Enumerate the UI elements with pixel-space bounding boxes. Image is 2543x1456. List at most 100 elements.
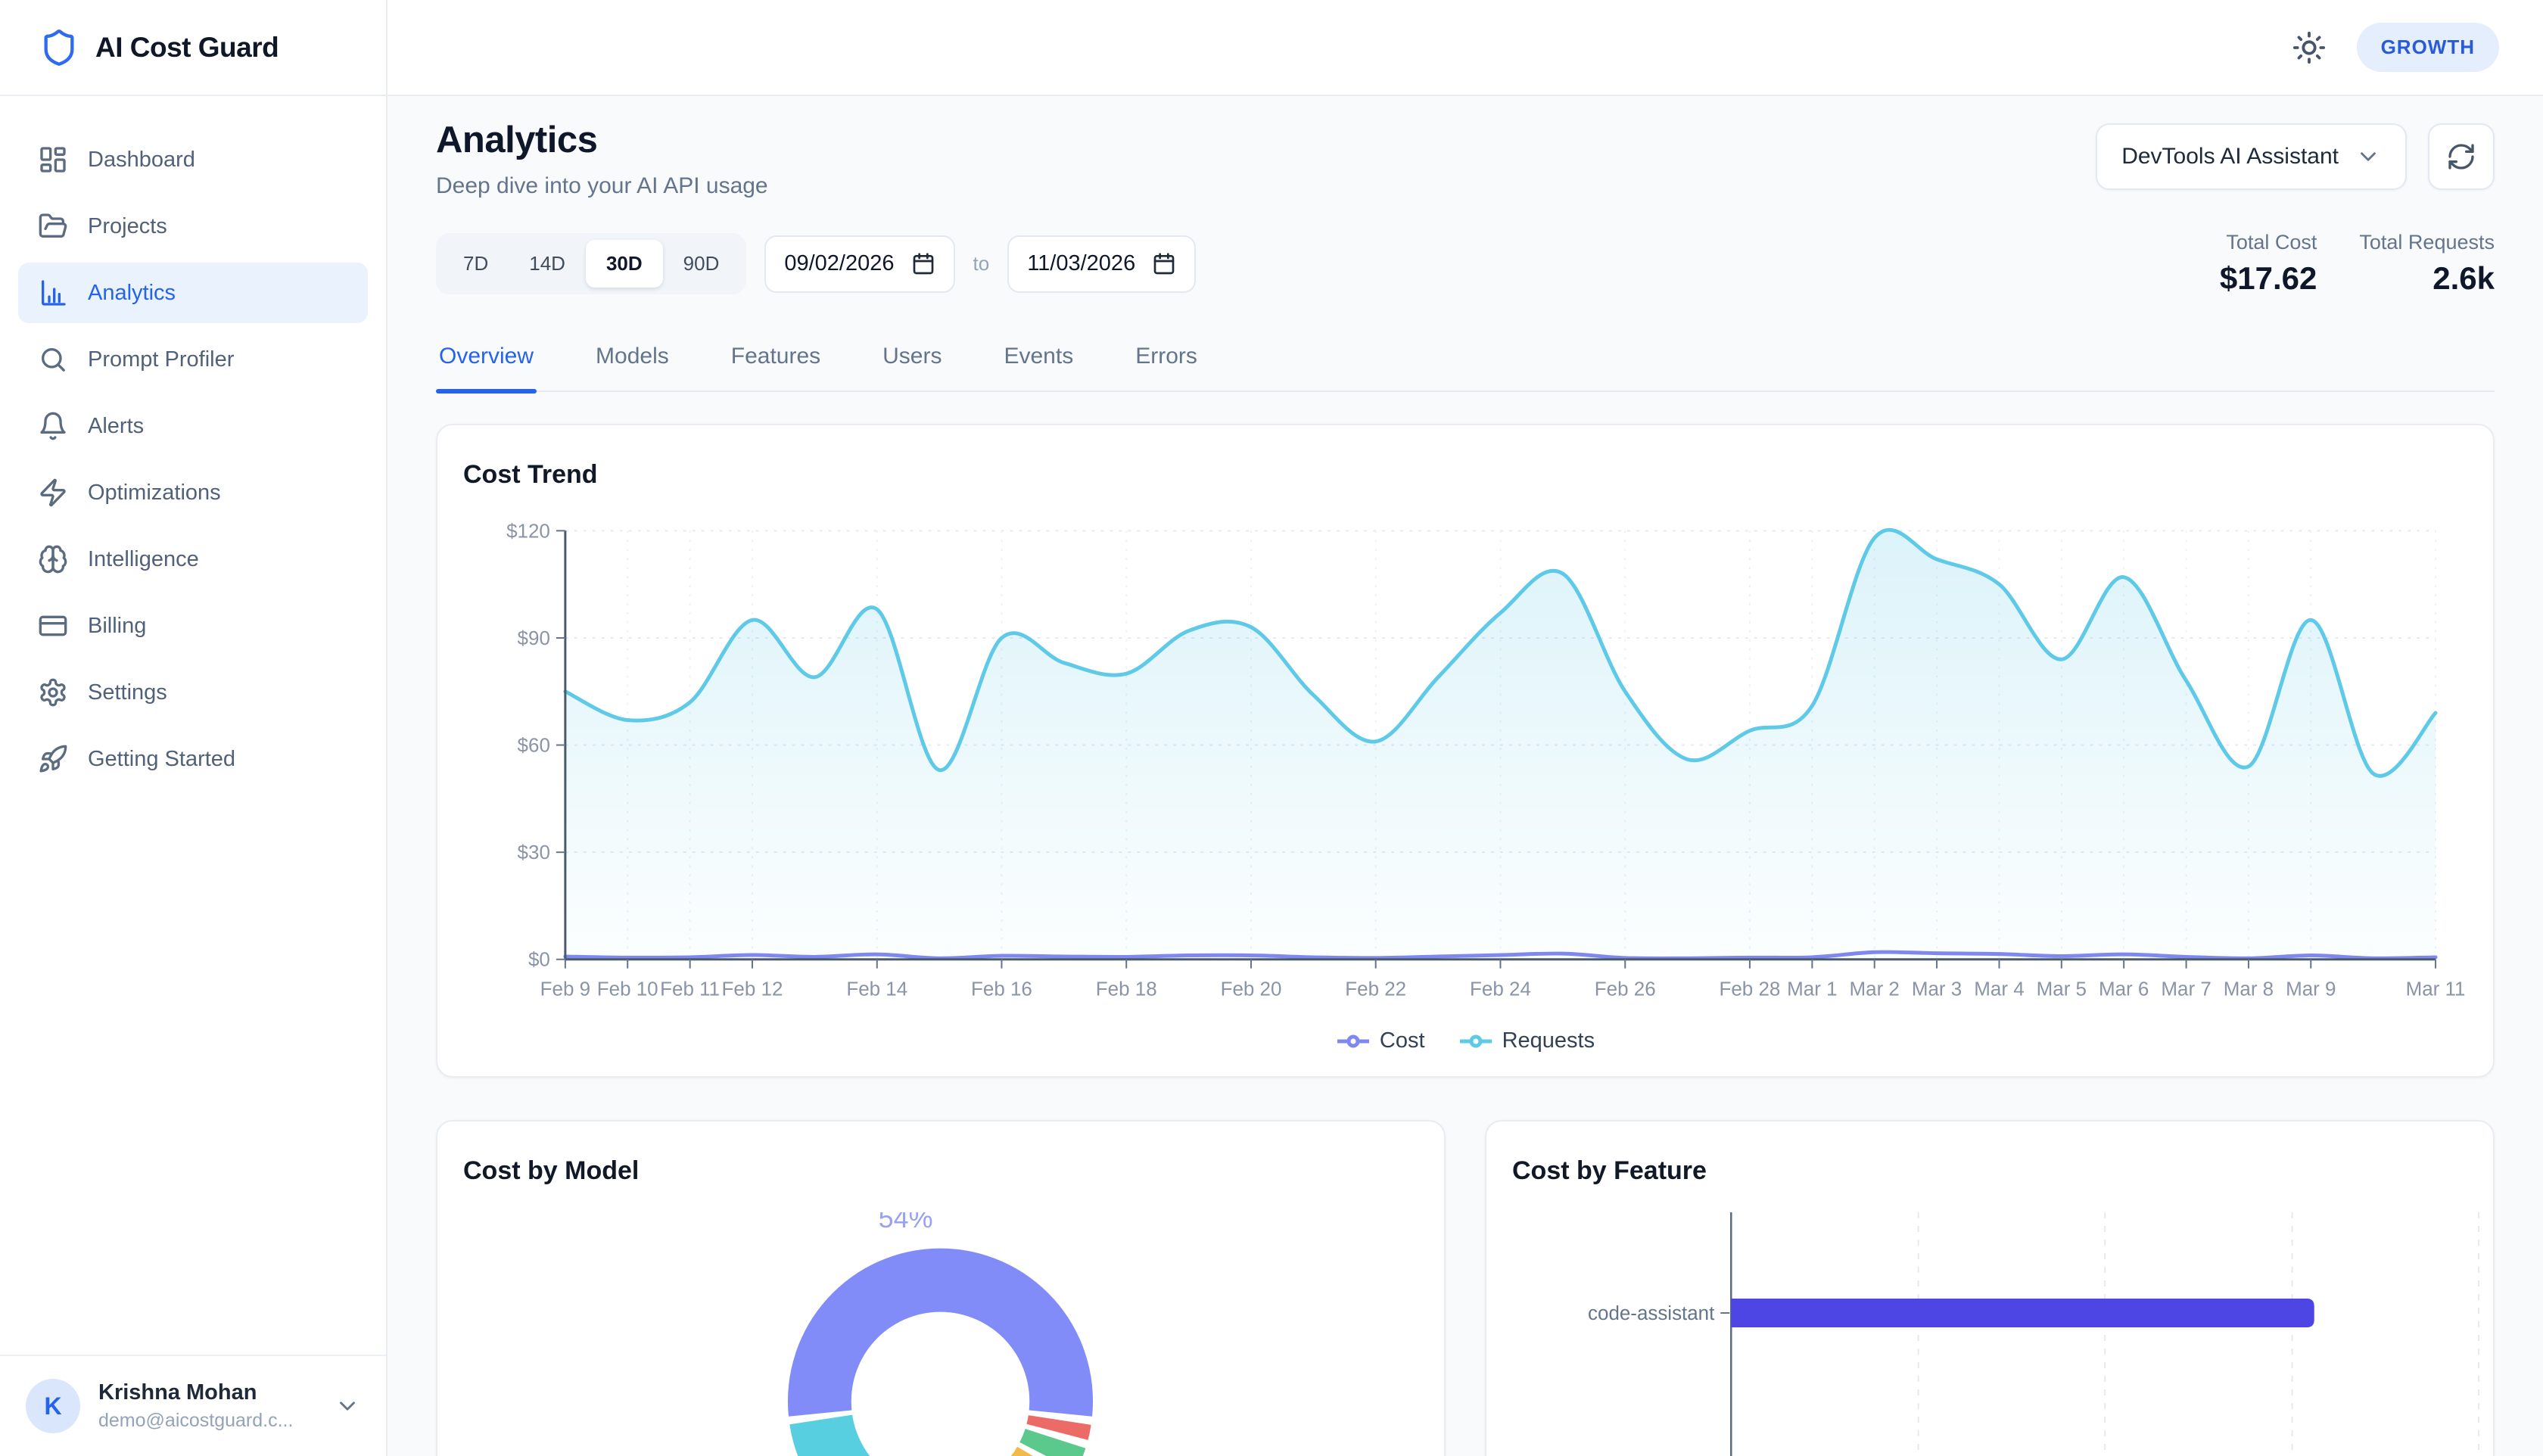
sidebar-item-settings[interactable]: Settings [18,662,368,723]
sidebar: Dashboard Projects Analytics Prompt Prof… [0,96,388,1456]
svg-text:Feb 16: Feb 16 [971,979,1032,1000]
page-title: Analytics [436,119,768,161]
svg-text:Feb 24: Feb 24 [1470,979,1531,1000]
feature-bar [1731,1299,2314,1327]
chevron-down-icon [335,1393,360,1419]
gear-icon [38,677,68,708]
svg-text:Mar 9: Mar 9 [2286,979,2336,1000]
cost-trend-card: Cost Trend $0$30$60$90$120Feb 9Feb 10Feb… [436,424,2495,1078]
svg-text:Feb 26: Feb 26 [1595,979,1656,1000]
sidebar-item-billing[interactable]: Billing [18,596,368,656]
refresh-icon [2446,142,2476,172]
brand-name: AI Cost Guard [95,32,279,64]
svg-text:Mar 2: Mar 2 [1850,979,1900,1000]
topbar-actions: GROWTH [388,0,2543,95]
svg-text:Mar 1: Mar 1 [1787,979,1837,1000]
range-7d-button[interactable]: 7D [443,240,509,288]
tab-events[interactable]: Events [1001,344,1076,390]
shield-logo-icon [39,28,79,67]
user-menu[interactable]: K Krishna Mohan demo@aicostguard.c... [0,1355,386,1456]
svg-text:Feb 14: Feb 14 [846,979,907,1000]
cost-trend-legend: Cost Requests [437,1028,2493,1053]
tab-models[interactable]: Models [593,344,672,390]
svg-text:Feb 28: Feb 28 [1719,979,1780,1000]
range-14d-button[interactable]: 14D [509,240,586,288]
svg-text:$90: $90 [518,628,550,649]
svg-text:Mar 3: Mar 3 [1912,979,1962,1000]
svg-text:Mar 6: Mar 6 [2099,979,2149,1000]
total-requests-value: 2.6k [2359,260,2495,297]
brain-icon [38,544,68,574]
sidebar-item-analytics[interactable]: Analytics [18,263,368,323]
dashboard-grid-icon [38,145,68,175]
donut-slices [788,1249,1093,1456]
svg-text:Feb 11: Feb 11 [660,979,720,1000]
search-icon [38,344,68,375]
sun-icon [2292,30,2327,65]
sidebar-item-prompt-profiler[interactable]: Prompt Profiler [18,329,368,390]
credit-card-icon [38,611,68,641]
rocket-icon [38,744,68,774]
project-selector[interactable]: DevTools AI Assistant [2096,123,2407,190]
sidebar-item-dashboard[interactable]: Dashboard [18,129,368,190]
tab-users[interactable]: Users [879,344,945,390]
legend-item-requests: Requests [1458,1028,1595,1053]
feature-category-label: code-assistant [1588,1302,1715,1324]
cost-by-feature-chart: code-assistant [1486,1212,2493,1456]
cost-by-feature-title: Cost by Feature [1486,1122,2493,1186]
topbar: AI Cost Guard GROWTH [0,0,2543,96]
user-email: demo@aicostguard.c... [98,1410,293,1432]
svg-text:Mar 8: Mar 8 [2224,979,2274,1000]
tab-features[interactable]: Features [728,344,823,390]
folder-icon [38,211,68,241]
calendar-icon[interactable] [911,252,935,276]
cost-by-model-title: Cost by Model [437,1122,1444,1186]
chevron-down-icon [2355,144,2381,170]
range-90d-button[interactable]: 90D [663,240,740,288]
total-requests-label: Total Requests [2359,231,2495,254]
donut-slice-label: 54% [879,1212,933,1234]
cost-trend-chart: $0$30$60$90$120Feb 9Feb 10Feb 11Feb 12Fe… [437,425,2493,1076]
svg-text:Feb 12: Feb 12 [722,979,783,1000]
user-name: Krishna Mohan [98,1380,293,1405]
legend-item-cost: Cost [1336,1028,1425,1053]
svg-text:Mar 4: Mar 4 [1974,979,2024,1000]
sidebar-item-getting-started[interactable]: Getting Started [18,729,368,789]
cost-by-model-card: Cost by Model 54% [436,1120,1446,1456]
date-range-to-label: to [973,252,990,275]
range-selector: 7D 14D 30D 90D [436,233,746,294]
analytics-tabs: Overview Models Features Users Events Er… [436,344,2495,392]
total-cost-value: $17.62 [2220,260,2317,297]
calendar-icon[interactable] [1152,252,1176,276]
date-from-input[interactable]: 09/02/2026 [764,235,954,293]
svg-text:$30: $30 [518,842,550,863]
brand-area: AI Cost Guard [0,0,388,95]
range-30d-button[interactable]: 30D [586,240,663,288]
svg-text:Mar 7: Mar 7 [2161,979,2211,1000]
app: AI Cost Guard GROWTH Dashboard Projects [0,0,2543,1456]
svg-text:$60: $60 [518,736,550,757]
sidebar-nav: Dashboard Projects Analytics Prompt Prof… [0,96,386,1355]
tab-overview[interactable]: Overview [436,344,537,390]
total-cost-label: Total Cost [2220,231,2317,254]
refresh-button[interactable] [2428,123,2495,190]
sidebar-item-intelligence[interactable]: Intelligence [18,529,368,590]
main-content: Analytics Deep dive into your AI API usa… [388,96,2543,1456]
cost-by-model-chart: 54% [437,1212,1444,1456]
svg-text:Feb 22: Feb 22 [1345,979,1406,1000]
svg-text:Mar 5: Mar 5 [2037,979,2087,1000]
svg-text:Feb 9: Feb 9 [540,979,590,1000]
theme-toggle-button[interactable] [2292,30,2327,65]
plan-badge: GROWTH [2357,23,2499,72]
zap-icon [38,478,68,508]
svg-text:Feb 18: Feb 18 [1096,979,1157,1000]
sidebar-item-optimizations[interactable]: Optimizations [18,462,368,523]
svg-text:Feb 20: Feb 20 [1221,979,1282,1000]
svg-text:$120: $120 [506,521,550,542]
date-to-input[interactable]: 11/03/2026 [1007,235,1196,293]
sidebar-item-projects[interactable]: Projects [18,196,368,257]
tab-errors[interactable]: Errors [1132,344,1200,390]
svg-text:Feb 10: Feb 10 [597,979,658,1000]
sidebar-item-alerts[interactable]: Alerts [18,396,368,456]
cost-by-feature-card: Cost by Feature code-assistant [1485,1120,2495,1456]
